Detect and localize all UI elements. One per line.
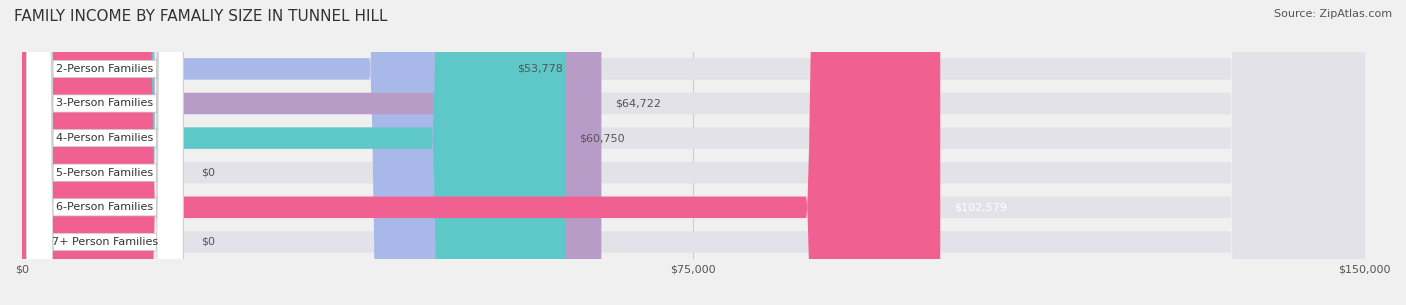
- Text: $60,750: $60,750: [579, 133, 624, 143]
- FancyBboxPatch shape: [22, 0, 1365, 305]
- Text: Source: ZipAtlas.com: Source: ZipAtlas.com: [1274, 9, 1392, 19]
- Text: $53,778: $53,778: [517, 64, 562, 74]
- FancyBboxPatch shape: [22, 0, 1365, 305]
- Text: $64,722: $64,722: [614, 99, 661, 109]
- Text: 5-Person Families: 5-Person Families: [56, 168, 153, 178]
- FancyBboxPatch shape: [22, 0, 565, 305]
- FancyBboxPatch shape: [22, 0, 1365, 305]
- FancyBboxPatch shape: [27, 0, 183, 305]
- FancyBboxPatch shape: [27, 0, 183, 305]
- FancyBboxPatch shape: [22, 0, 602, 305]
- Text: 6-Person Families: 6-Person Families: [56, 202, 153, 212]
- Text: 7+ Person Families: 7+ Person Families: [52, 237, 157, 247]
- Text: 2-Person Families: 2-Person Families: [56, 64, 153, 74]
- FancyBboxPatch shape: [22, 0, 1365, 305]
- Text: $0: $0: [201, 168, 215, 178]
- FancyBboxPatch shape: [22, 0, 1365, 305]
- FancyBboxPatch shape: [22, 0, 1365, 305]
- Text: 3-Person Families: 3-Person Families: [56, 99, 153, 109]
- Text: $0: $0: [201, 237, 215, 247]
- FancyBboxPatch shape: [22, 0, 941, 305]
- FancyBboxPatch shape: [27, 0, 183, 305]
- Text: 4-Person Families: 4-Person Families: [56, 133, 153, 143]
- Text: FAMILY INCOME BY FAMALIY SIZE IN TUNNEL HILL: FAMILY INCOME BY FAMALIY SIZE IN TUNNEL …: [14, 9, 388, 24]
- FancyBboxPatch shape: [27, 0, 183, 305]
- FancyBboxPatch shape: [27, 0, 183, 305]
- Text: $102,579: $102,579: [953, 202, 1007, 212]
- FancyBboxPatch shape: [22, 0, 503, 305]
- FancyBboxPatch shape: [27, 0, 183, 305]
